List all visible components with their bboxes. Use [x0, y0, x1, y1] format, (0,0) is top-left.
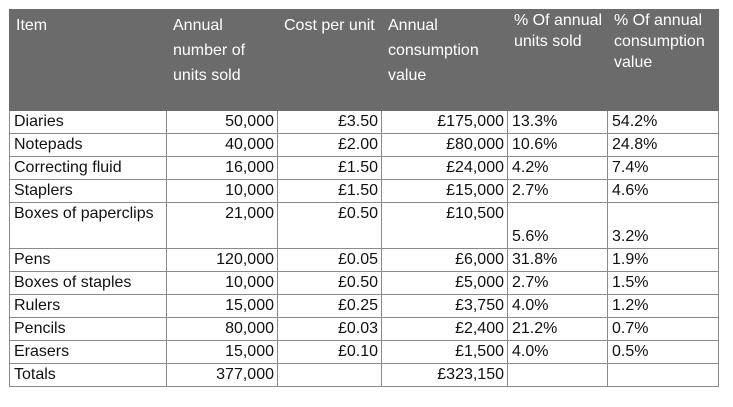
table-row: Boxes of staples 10,000 £0.50 £5,000 2.7% 1.5…: [9, 271, 719, 295]
cell-value: £5,000: [381, 271, 508, 295]
cell-pct-units: 4.0%: [507, 340, 608, 364]
cell-pct-units: 21.2%: [507, 317, 608, 341]
cell-pct-value: 24.8%: [607, 133, 719, 157]
cell-units: 21,000: [166, 202, 278, 249]
cell-item: Pens: [9, 248, 167, 272]
cell-pct-value: 0.5%: [607, 340, 719, 364]
cell-units: 10,000: [166, 179, 278, 203]
header-pct-value: % Of annual consumption value: [607, 9, 719, 111]
cell-units: 10,000: [166, 271, 278, 295]
cell-pct-units: 10.6%: [507, 133, 608, 157]
cell-pct-units: 2.7%: [507, 271, 608, 295]
cell-units: 15,000: [166, 294, 278, 318]
cell-units: 80,000: [166, 317, 278, 341]
cell-value: £80,000: [381, 133, 508, 157]
cell-pct-units: 4.0%: [507, 294, 608, 318]
cell-value: £10,500: [381, 202, 508, 249]
cell-pct-units: 31.8%: [507, 248, 608, 272]
cell-pct-value: 3.2%: [607, 202, 719, 249]
table-row: Pencils 80,000 £0.03 £2,400 21.2% 0.7%: [9, 317, 719, 341]
cell-item: Staplers: [9, 179, 167, 203]
cell-value: £175,000: [381, 110, 508, 134]
cell-value: £323,150: [381, 363, 508, 387]
cell-value: £3,750: [381, 294, 508, 318]
table-row: Notepads 40,000 £2.00 £80,000 10.6% 24.8%: [9, 133, 719, 157]
table-row: Staplers 10,000 £1.50 £15,000 2.7% 4.6%: [9, 179, 719, 203]
consumption-table: Item Annual number of units sold Cost pe…: [9, 9, 719, 387]
cell-cost: £0.50: [277, 202, 382, 249]
cell-item: Totals: [9, 363, 167, 387]
header-cost-per-unit: Cost per unit: [277, 9, 382, 111]
cell-pct-units: [507, 363, 608, 387]
cell-units: 120,000: [166, 248, 278, 272]
table-row: Pens 120,000 £0.05 £6,000 31.8% 1.9%: [9, 248, 719, 272]
cell-pct-value: 54.2%: [607, 110, 719, 134]
cell-item: Diaries: [9, 110, 167, 134]
cell-item: Pencils: [9, 317, 167, 341]
table-row: Boxes of paperclips 21,000 £0.50 £10,500 5.6…: [9, 202, 719, 249]
cell-cost: £0.05: [277, 248, 382, 272]
cell-units: 16,000: [166, 156, 278, 180]
table-header: Item Annual number of units sold Cost pe…: [9, 9, 719, 111]
cell-units: 50,000: [166, 110, 278, 134]
totals-row: Totals 377,000 £323,150: [9, 363, 719, 387]
cell-value: £1,500: [381, 340, 508, 364]
cell-pct-value: 1.9%: [607, 248, 719, 272]
cell-pct-value: 1.5%: [607, 271, 719, 295]
cell-units: 377,000: [166, 363, 278, 387]
table-body: Diaries 50,000 £3.50 £175,000 13.3% 54.2% Note…: [9, 110, 719, 387]
cell-pct-value: [607, 363, 719, 387]
cell-cost: £0.10: [277, 340, 382, 364]
cell-item: Correcting fluid: [9, 156, 167, 180]
table-row: Rulers 15,000 £0.25 £3,750 4.0% 1.2%: [9, 294, 719, 318]
header-row: Item Annual number of units sold Cost pe…: [9, 9, 719, 111]
cell-item: Boxes of staples: [9, 271, 167, 295]
cell-cost: £3.50: [277, 110, 382, 134]
header-consumption-value: Annual consumption value: [381, 9, 508, 111]
cell-pct-value: 4.6%: [607, 179, 719, 203]
cell-pct-units: 5.6%: [507, 202, 608, 249]
cell-pct-value: 7.4%: [607, 156, 719, 180]
header-item: Item: [9, 9, 167, 111]
cell-cost: £0.03: [277, 317, 382, 341]
table-row: Correcting fluid 16,000 £1.50 £24,000 4.2% 7.…: [9, 156, 719, 180]
cell-pct-units: 4.2%: [507, 156, 608, 180]
cell-item: Rulers: [9, 294, 167, 318]
cell-cost: £0.25: [277, 294, 382, 318]
cell-cost: £0.50: [277, 271, 382, 295]
cell-units: 15,000: [166, 340, 278, 364]
cell-cost: £1.50: [277, 179, 382, 203]
cell-value: £24,000: [381, 156, 508, 180]
cell-units: 40,000: [166, 133, 278, 157]
cell-item: Notepads: [9, 133, 167, 157]
cell-value: £6,000: [381, 248, 508, 272]
header-annual-units: Annual number of units sold: [166, 9, 278, 111]
cell-pct-value: 1.2%: [607, 294, 719, 318]
cell-pct-units: 2.7%: [507, 179, 608, 203]
cell-pct-value: 0.7%: [607, 317, 719, 341]
cell-cost: £2.00: [277, 133, 382, 157]
table-container: Item Annual number of units sold Cost pe…: [9, 9, 719, 387]
cell-value: £2,400: [381, 317, 508, 341]
cell-cost: £1.50: [277, 156, 382, 180]
table-row: Erasers 15,000 £0.10 £1,500 4.0% 0.5%: [9, 340, 719, 364]
header-pct-units: % Of annual units sold: [507, 9, 608, 111]
cell-value: £15,000: [381, 179, 508, 203]
cell-item: Erasers: [9, 340, 167, 364]
cell-item: Boxes of paperclips: [9, 202, 167, 249]
cell-cost: [277, 363, 382, 387]
cell-pct-units: 13.3%: [507, 110, 608, 134]
table-row: Diaries 50,000 £3.50 £175,000 13.3% 54.2%: [9, 110, 719, 134]
